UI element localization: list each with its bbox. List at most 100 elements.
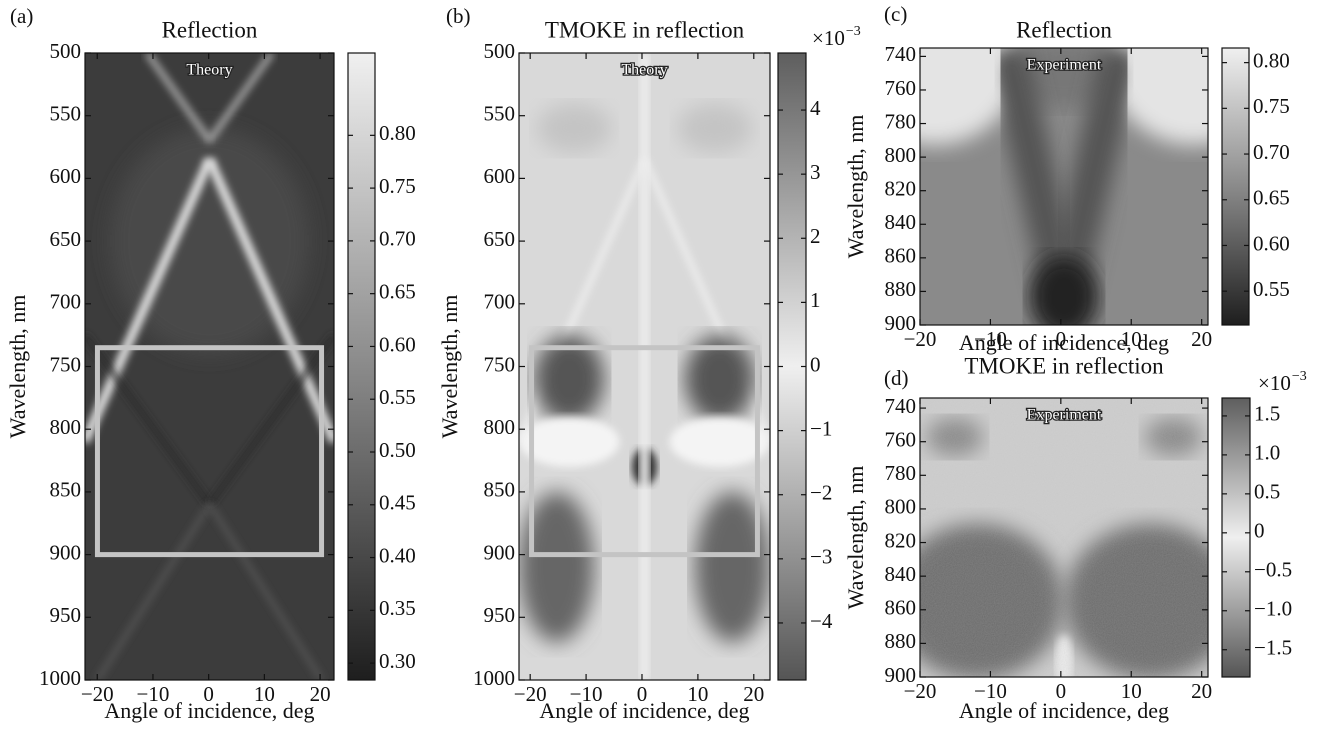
colorbar-tick-label: 0.75 [379, 174, 416, 198]
colorbar-tick-label: 0.30 [379, 649, 416, 673]
y-tick-label: 1000 [39, 666, 81, 690]
panel-title: Reflection [162, 17, 258, 42]
x-tick-label: 20 [1191, 327, 1212, 351]
colorbar-multiplier: ×10 [812, 26, 845, 50]
annotation: Experiment [1027, 57, 1102, 74]
colorbar-tick-label: −3 [810, 545, 832, 569]
colorbar-tick-label: 0.70 [379, 227, 416, 251]
colorbar [1222, 398, 1250, 677]
colorbar-tick-label: 0.60 [1253, 231, 1290, 255]
y-tick-label: 900 [885, 663, 917, 687]
y-tick-label: 780 [885, 461, 917, 485]
colorbar-tick-label: 0.45 [379, 491, 416, 515]
y-tick-label: 900 [484, 540, 516, 564]
y-tick-label: 800 [885, 143, 917, 167]
y-tick-label: 840 [885, 562, 917, 586]
y-tick-label: 800 [50, 415, 82, 439]
heatmap-blob [537, 103, 612, 153]
y-tick-label: 880 [885, 629, 917, 653]
colorbar-tick-label: −1 [810, 416, 832, 440]
y-axis-label: Wavelength, nm [437, 295, 462, 439]
y-tick-label: 750 [484, 352, 516, 376]
y-tick-label: 820 [885, 528, 917, 552]
colorbar-tick-label: 3 [810, 160, 821, 184]
y-tick-label: 860 [885, 244, 917, 268]
colorbar-tick-label: 1.5 [1254, 402, 1280, 426]
y-tick-label: 800 [885, 495, 917, 519]
y-tick-label: 740 [885, 42, 917, 66]
colorbar-tick-label: 0 [810, 352, 821, 376]
x-axis-label: Angle of incidence, deg [959, 330, 1169, 355]
colorbar-tick-label: −1.0 [1254, 597, 1292, 621]
colorbar-tick-label: 2 [810, 224, 821, 248]
figure: −20−100102050055060065070075080085090095… [0, 0, 1317, 735]
colorbar-tick-label: 0 [1254, 519, 1265, 543]
heatmap-band [639, 53, 649, 680]
panel-title: TMOKE in reflection [964, 353, 1164, 378]
annotation: Theory [621, 62, 667, 79]
colorbar-tick-label: 0.70 [1253, 140, 1290, 164]
x-tick-label: 20 [1191, 679, 1212, 703]
annotation: Theory [186, 62, 232, 79]
y-tick-label: 740 [885, 394, 917, 418]
y-tick-label: 950 [50, 603, 82, 627]
panel-label: (b) [446, 4, 471, 28]
y-tick-label: 820 [885, 177, 917, 201]
colorbar-exponent: −3 [846, 24, 861, 39]
x-axis-label: Angle of incidence, deg [104, 698, 314, 723]
y-tick-label: 760 [885, 76, 917, 100]
y-tick-label: 600 [50, 164, 82, 188]
y-tick-label: 700 [50, 290, 82, 314]
y-tick-label: 850 [484, 478, 516, 502]
y-tick-label: 1000 [473, 666, 515, 690]
colorbar-tick-label: 0.55 [1253, 277, 1290, 301]
colorbar-tick-label: −1.5 [1254, 636, 1292, 660]
heatmap [891, 398, 1237, 691]
y-tick-label: 850 [50, 478, 82, 502]
x-axis-label: Angle of incidence, deg [539, 698, 749, 723]
y-axis-label: Wavelength, nm [843, 115, 868, 259]
colorbar-tick-label: 4 [810, 96, 821, 120]
colorbar-tick-label: −0.5 [1254, 558, 1292, 582]
y-tick-label: 860 [885, 596, 917, 620]
colorbar-tick-label: 1.0 [1254, 441, 1280, 465]
annotation: Experiment [1027, 407, 1102, 424]
colorbar-multiplier: ×10 [1258, 371, 1291, 395]
y-tick-label: 650 [50, 227, 82, 251]
colorbar-exponent: −3 [1292, 369, 1307, 384]
y-tick-label: 900 [885, 311, 917, 335]
colorbar [348, 53, 375, 680]
colorbar-tick-label: 1 [810, 288, 821, 312]
y-tick-label: 880 [885, 277, 917, 301]
y-tick-label: 950 [484, 603, 516, 627]
x-axis-label: Angle of incidence, deg [959, 698, 1169, 723]
y-tick-label: 500 [484, 39, 516, 63]
y-tick-label: 550 [484, 102, 516, 126]
colorbar-tick-label: −4 [810, 609, 833, 633]
colorbar-tick-label: 0.5 [1254, 480, 1280, 504]
y-tick-label: 650 [484, 227, 516, 251]
heatmap-blob [519, 417, 619, 467]
y-tick-label: 840 [885, 210, 917, 234]
colorbar-tick-label: 0.65 [379, 279, 416, 303]
colorbar-tick-label: 0.40 [379, 543, 416, 567]
y-tick-label: 750 [50, 352, 82, 376]
y-tick-label: 600 [484, 164, 516, 188]
y-tick-label: 800 [484, 415, 516, 439]
colorbar-tick-label: 0.50 [379, 438, 416, 462]
y-tick-label: 900 [50, 540, 82, 564]
y-axis-label: Wavelength, nm [5, 295, 30, 439]
y-tick-label: 700 [484, 290, 516, 314]
colorbar-tick-label: −2 [810, 481, 832, 505]
heatmap [519, 53, 770, 680]
panel-title: TMOKE in reflection [545, 17, 745, 42]
y-tick-label: 500 [50, 39, 82, 63]
panel-label: (a) [10, 4, 33, 28]
colorbar-tick-label: 0.60 [379, 332, 416, 356]
colorbar-tick-label: 0.75 [1253, 94, 1290, 118]
y-tick-label: 550 [50, 102, 82, 126]
heatmap-noise [920, 398, 1208, 677]
heatmap-blob [677, 103, 752, 153]
colorbar-tick-label: 0.35 [379, 596, 416, 620]
panel-label: (c) [884, 2, 907, 26]
